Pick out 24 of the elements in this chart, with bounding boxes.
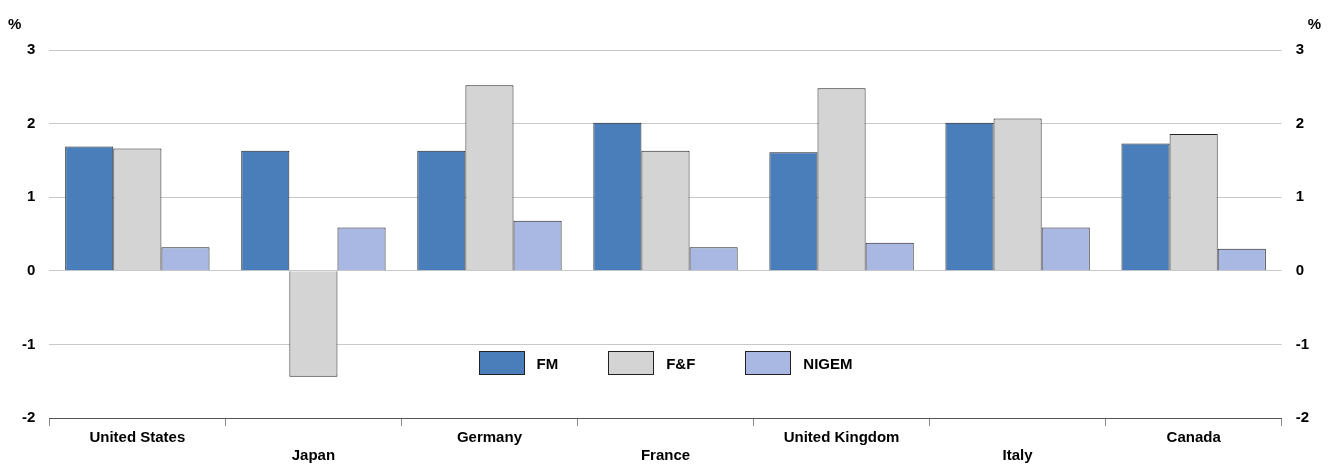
y2-tick-label: -2 [1295,408,1310,426]
y2-tick-label: -1 [1295,334,1310,352]
x-tick-label: Canada [1166,428,1222,446]
legend-label: FM [536,354,559,372]
x-tick-label: Japan [291,446,336,464]
x-tick-label: Germany [456,428,523,446]
y-tick-label: -2 [21,408,36,426]
x-tick-label: Italy [1002,446,1034,464]
x-tick-label: United States [89,428,186,446]
y-tick-label: 2 [26,113,36,131]
legend-label: F&F [666,354,696,372]
y-tick-label: 3 [26,40,36,58]
x-tick-label: United Kingdom [783,428,900,446]
y2-tick-label: 3 [1295,40,1305,58]
y2-tick-label: 2 [1295,113,1305,131]
y-tick-label: -1 [21,334,36,352]
legend-label: NIGEM [803,354,853,372]
y-tick-label: 1 [26,187,36,205]
y-tick-label: 0 [26,260,36,278]
y-axis-title: % [8,14,22,32]
y2-tick-label: 1 [1295,187,1305,205]
y2-axis-title: % [1307,14,1321,32]
y2-tick-label: 0 [1295,260,1305,278]
x-tick-label: France [640,446,691,464]
